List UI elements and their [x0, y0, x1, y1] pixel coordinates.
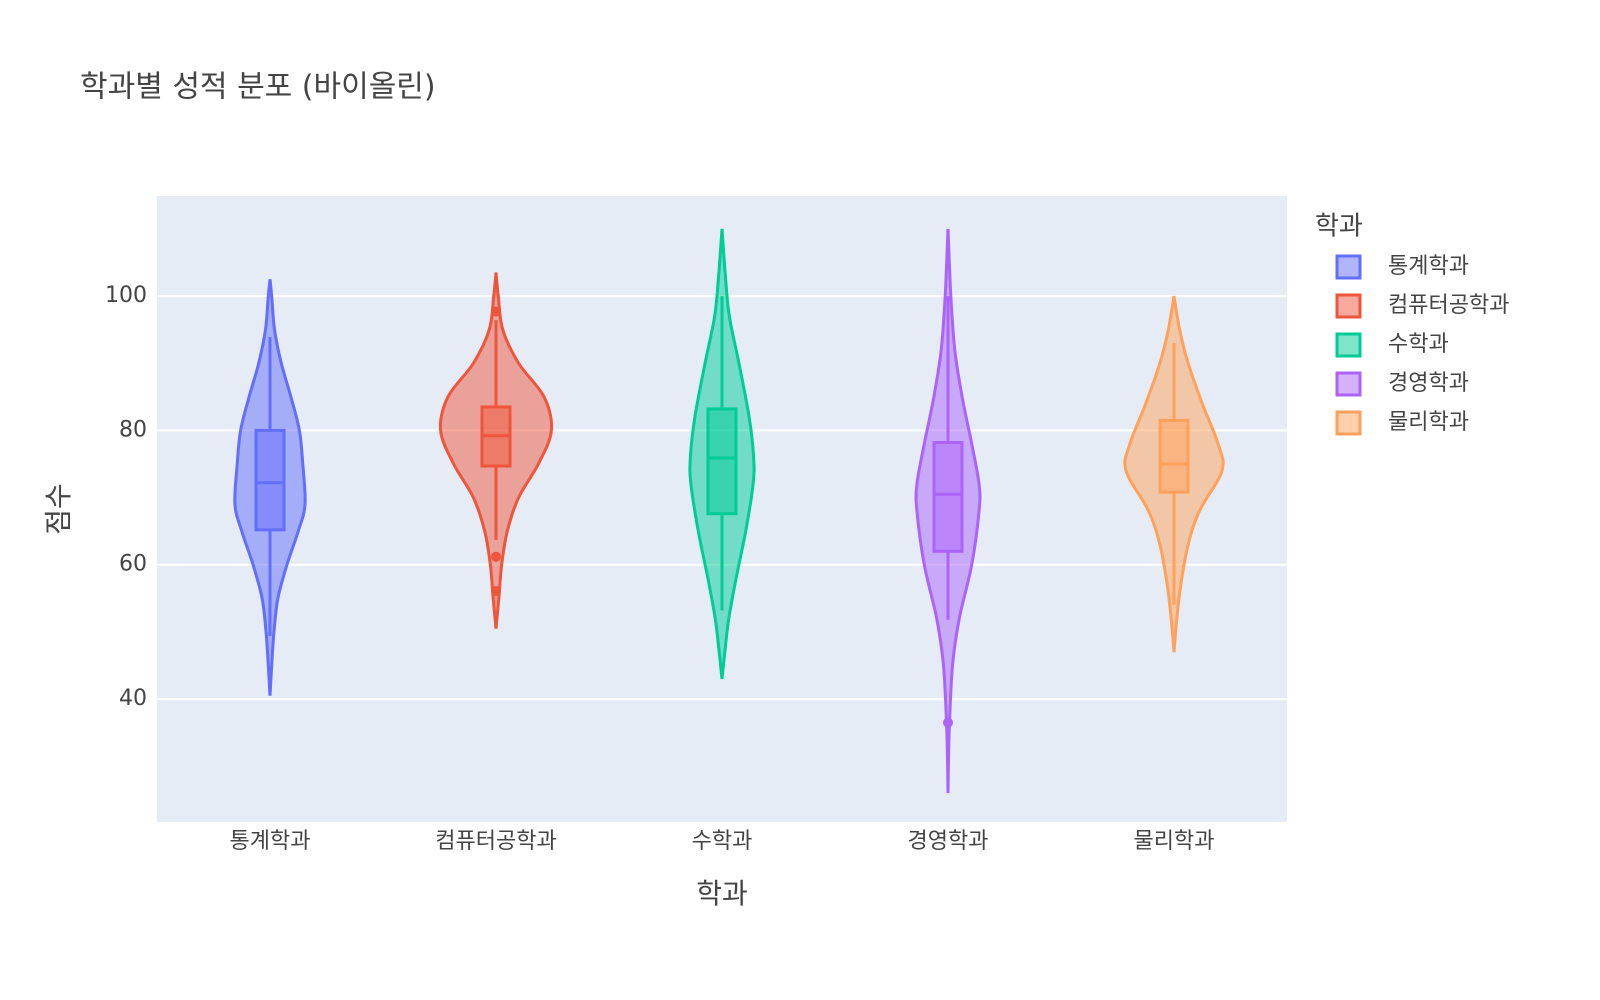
legend-swatch: [1335, 371, 1362, 397]
outlier: [943, 717, 953, 728]
x-tick-label: 경영학과: [908, 829, 989, 854]
legend-label: 통계학과: [1388, 254, 1469, 279]
y-tick-label: 60: [119, 552, 147, 577]
legend-title: 학과: [1315, 212, 1363, 242]
legend-swatch: [1335, 254, 1362, 280]
legend-label: 경영학과: [1388, 371, 1469, 396]
x-tick-label: 통계학과: [230, 829, 311, 854]
x-tick-label: 수학과: [692, 829, 753, 854]
box: [254, 428, 286, 532]
y-tick-label: 100: [105, 283, 147, 308]
outlier: [491, 585, 501, 596]
outlier: [491, 306, 501, 317]
x-tick-label: 물리학과: [1134, 829, 1215, 854]
y-axis-title: 점수: [42, 483, 75, 535]
box: [706, 407, 738, 516]
legend-label: 물리학과: [1388, 410, 1469, 435]
box: [932, 441, 964, 553]
y-tick-label: 80: [119, 417, 147, 442]
legend-swatch: [1335, 332, 1362, 358]
outlier: [491, 551, 501, 562]
x-tick-label: 컴퓨터공학과: [435, 829, 556, 854]
legend-label: 컴퓨터공학과: [1388, 293, 1509, 318]
legend-label: 수학과: [1388, 332, 1449, 357]
x-axis-title: 학과: [696, 877, 748, 910]
y-tick-label: 40: [119, 686, 147, 711]
legend-swatch: [1335, 410, 1362, 436]
chart-title: 학과별 성적 분포 (바이올린): [80, 70, 436, 105]
legend-swatch: [1335, 293, 1362, 319]
box: [1158, 418, 1190, 494]
